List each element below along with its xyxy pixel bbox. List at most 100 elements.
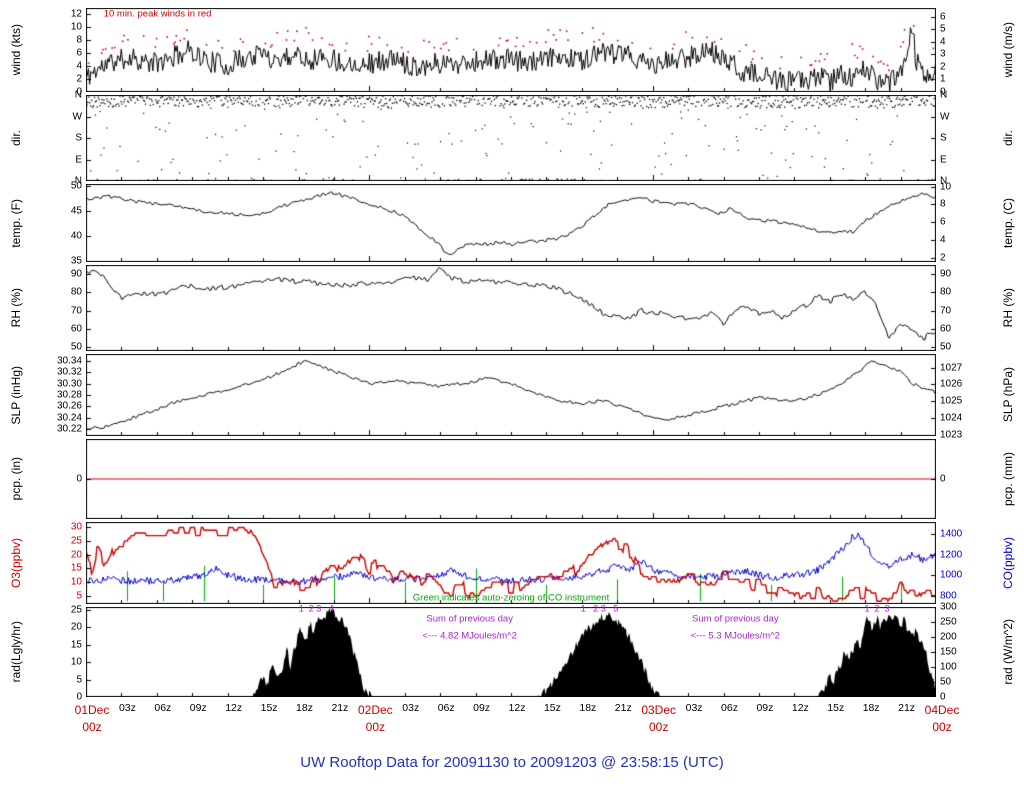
tick-label: 300: [940, 601, 957, 613]
x-minor-label: 21z: [331, 702, 349, 714]
tick-label: 50: [940, 341, 952, 353]
tick-label: 5: [940, 23, 946, 35]
tick-label: N: [940, 89, 948, 101]
left-axis-title-pcp: pcp. (in): [6, 439, 26, 519]
tick-label: 0: [940, 473, 946, 485]
panel-dir-canvas: [86, 95, 936, 181]
tick-label: 10: [70, 21, 82, 33]
panel-temp-canvas: [86, 184, 936, 262]
left-axis-title-wind: wind (kts): [6, 8, 26, 92]
x-axis-labels: 03z 06z 09z 12z 15z 18z 21z 03z 06z 09z 12z 15z 18z 2…: [75, 700, 960, 742]
right-tick-labels-rad: 0 50 100 150 200 250 300: [936, 602, 998, 703]
x-minor-label: 21z: [614, 702, 632, 714]
annotation: <--- 5.3 MJoules/m^2: [690, 630, 780, 642]
x-minor-label: 03z: [118, 702, 136, 714]
plot-area-rad: 1 2 3 4 1 2 3 5 1 2 3 Sum of previous day <-…: [86, 603, 936, 697]
plot-area-pcp: [86, 439, 936, 519]
x-minor-label: 06z: [721, 702, 738, 714]
tick-label: E: [940, 154, 947, 165]
panel-chem-canvas: [86, 522, 936, 604]
x-minor-label: 15z: [260, 702, 278, 714]
tick-label: 3: [940, 48, 946, 60]
right-axis-title-rad: rad (W/m^2): [998, 607, 1018, 697]
left-axis-title-slp: SLP (inHg): [6, 354, 26, 436]
tick-label: 80: [940, 286, 952, 298]
right-axis-title-text: rad (W/m^2): [1001, 619, 1015, 685]
tick-label: 80: [70, 286, 82, 298]
right-axis-title-text: dir.: [1001, 129, 1015, 146]
left-tick-labels-slp: 30.22 30.24 30.26 30.28 30.30 30.32 30.34: [26, 354, 86, 436]
right-tick-labels-chem: 800 1000 1200 1400: [936, 522, 998, 604]
panel-slp-canvas: [86, 354, 936, 436]
left-axis-title-text: temp. (F): [9, 198, 23, 248]
tick-label: 8: [76, 34, 82, 46]
left-axis-title-text: dir.: [9, 129, 23, 146]
tick-label: 50: [70, 180, 82, 192]
tick-label: 100: [940, 661, 957, 673]
x-minor-label: 15z: [543, 702, 561, 714]
x-minor-label: 12z: [225, 702, 243, 714]
right-axis-title-rh: RH (%): [998, 265, 1018, 351]
x-major-label: 04Dec 00z: [925, 702, 960, 737]
tick-label: 45: [70, 205, 82, 217]
tick-label: 2: [940, 61, 946, 73]
tick-label: 30.26: [56, 400, 82, 412]
left-tick-labels-temp: 35 40 45 50: [26, 180, 86, 267]
x-minor-label: 21z: [898, 702, 916, 714]
tick-label: 6: [76, 47, 82, 59]
plot-area-wind: 10 min. peak winds in red: [86, 8, 936, 92]
tick-label: 4: [940, 36, 946, 48]
panel-chem: O3(ppbv) 5 10 15 20 25 30 Green indicates auto-…: [6, 522, 1018, 604]
x-minor-label: 09z: [189, 702, 207, 714]
x-minor-label: 18z: [296, 702, 313, 714]
tick-label: S: [940, 132, 947, 144]
x-minor-label: 06z: [154, 702, 172, 714]
right-axis-title-temp: temp. (C): [998, 184, 1018, 262]
panel-pcp: pcp. (in) 0 0 pcp. (mm): [6, 439, 1018, 519]
right-tick-labels-temp: 2 4 6 8 10: [936, 181, 998, 264]
panel-rh-canvas: [86, 265, 936, 351]
plot-area-dir: [86, 95, 936, 181]
left-axis-title-rad: rad(Lgly/hr): [6, 607, 26, 697]
right-axis-title-slp: SLP (hPa): [998, 354, 1018, 436]
tick-label: N: [74, 89, 82, 101]
right-axis-title-text: temp. (C): [1001, 197, 1015, 248]
tick-label: 800: [940, 590, 957, 602]
right-axis-title-pcp: pcp. (mm): [998, 439, 1018, 519]
tick-label: 60: [940, 323, 952, 335]
right-axis-title-chem: CO(ppbv): [998, 522, 1018, 604]
left-tick-labels-chem: 5 10 15 20 25 30: [26, 522, 86, 604]
x-minor-label: 06z: [437, 702, 455, 714]
panel-wind: wind (kts) 0 2 4 6 8 10 12 10 min. peak winds in…: [6, 8, 1018, 98]
annotation: 1 2 3 5: [580, 603, 619, 614]
x-minor-label: 15z: [827, 702, 845, 714]
x-minor-label: 12z: [508, 702, 526, 714]
x-major-date: 01Dec: [74, 703, 110, 717]
tick-label: 2: [76, 73, 82, 85]
tick-label: 90: [940, 268, 952, 280]
x-major-hour: 00z: [932, 720, 952, 735]
panel-temp: temp. (F) 35 40 45 50 2 4 6 8 10 temp. (C): [6, 180, 1018, 267]
tick-label: 10: [70, 576, 82, 588]
tick-label: 1200: [940, 549, 963, 561]
tick-label: E: [75, 154, 82, 165]
tick-label: 60: [70, 323, 82, 335]
x-minor-label: 09z: [473, 702, 491, 714]
tick-label: 25: [70, 604, 82, 616]
left-tick-labels-pcp: 0: [26, 439, 86, 519]
left-axis-title-text: rad(Lgly/hr): [9, 621, 23, 683]
tick-label: W: [72, 111, 82, 122]
tick-label: 50: [70, 341, 82, 353]
x-major-label: 02Dec 00z: [358, 702, 393, 737]
right-axis-title-text: SLP (hPa): [1001, 367, 1015, 423]
right-axis-title-wind: wind (m/s): [998, 8, 1018, 92]
left-axis-title-text: O3(ppbv): [9, 537, 23, 589]
tick-label: 30.34: [56, 355, 82, 367]
plot-area-chem: Green indicates auto-zeroing of CO instr…: [86, 522, 936, 604]
x-major-date: 04Dec: [924, 703, 960, 717]
tick-label: 1000: [940, 569, 963, 581]
tick-label: 10: [940, 181, 952, 192]
tick-label: 1: [940, 73, 946, 85]
